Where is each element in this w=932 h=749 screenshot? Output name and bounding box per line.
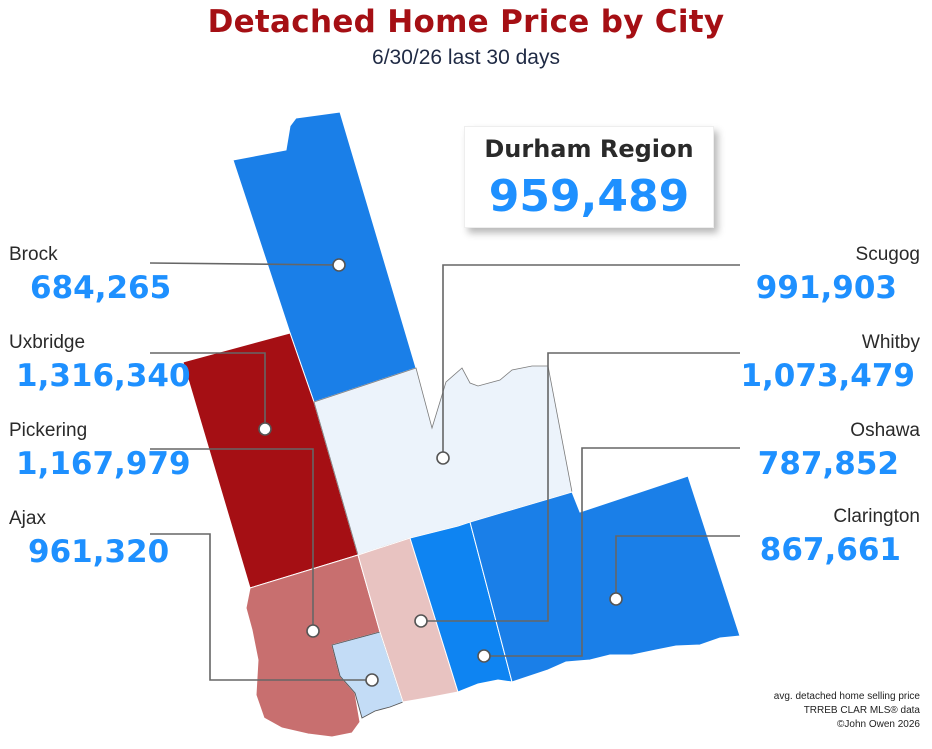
chart-title: Detached Home Price by City (207, 4, 725, 40)
credit-copyright: ©John Owen 2026 (837, 719, 920, 730)
region-average-price: 959,489 (488, 171, 690, 222)
price-uxbridge: 1,316,340 (16, 358, 191, 394)
marker-ajax[interactable] (365, 673, 379, 687)
leader-line-uxbridge (150, 352, 266, 429)
region-summary-box: Durham Region 959,489 (464, 126, 714, 228)
price-whitby: 1,073,479 (740, 358, 915, 394)
marker-pickering[interactable] (306, 624, 320, 638)
leader-line-clarington (615, 535, 740, 599)
price-clarington: 867,661 (759, 532, 901, 568)
price-ajax: 961,320 (28, 534, 170, 570)
chart-subtitle: 6/30/26 last 30 days (372, 46, 560, 69)
city-label-whitby: Whitby (861, 332, 920, 353)
region-oshawa[interactable] (409, 521, 513, 693)
leader-line-brock (149, 262, 340, 266)
marker-uxbridge[interactable] (258, 422, 272, 436)
marker-oshawa[interactable] (477, 649, 491, 663)
city-label-pickering: Pickering (9, 420, 88, 441)
city-label-brock: Brock (9, 244, 58, 265)
leader-line-ajax (150, 533, 372, 681)
price-brock: 684,265 (30, 270, 172, 306)
region-name: Durham Region (484, 135, 694, 163)
city-label-oshawa: Oshawa (850, 420, 920, 441)
marker-clarington[interactable] (609, 592, 623, 606)
data-credits: avg. detached home selling price TRREB C… (774, 690, 920, 732)
city-label-uxbridge: Uxbridge (9, 332, 86, 353)
price-pickering: 1,167,979 (16, 446, 191, 482)
city-label-scugog: Scugog (855, 244, 920, 265)
marker-whitby[interactable] (414, 614, 428, 628)
credit-source: TRREB CLAR MLS® data (803, 705, 920, 716)
price-oshawa: 787,852 (757, 446, 899, 482)
region-clarington[interactable] (469, 475, 741, 683)
leader-line-pickering (150, 448, 314, 631)
city-label-clarington: Clarington (833, 506, 920, 527)
leader-line-scugog (442, 264, 740, 458)
leader-line-oshawa (484, 447, 740, 657)
credit-description: avg. detached home selling price (773, 691, 920, 702)
price-scugog: 991,903 (755, 270, 897, 306)
city-label-ajax: Ajax (9, 508, 46, 529)
marker-brock[interactable] (332, 258, 346, 272)
marker-scugog[interactable] (436, 451, 450, 465)
leader-line-whitby (421, 352, 740, 622)
